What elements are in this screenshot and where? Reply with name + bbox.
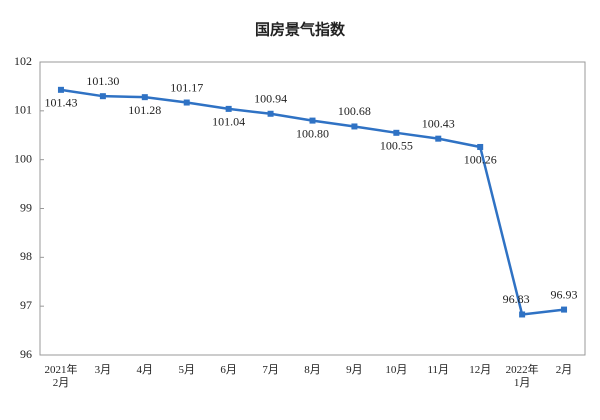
y-tick-label: 101 (14, 103, 32, 117)
marker (519, 311, 526, 318)
value-label: 100.94 (254, 92, 287, 106)
x-tick-label: 8月 (304, 364, 321, 376)
y-tick-label: 98 (20, 249, 32, 263)
y-tick-label: 102 (14, 54, 32, 68)
value-label: 101.28 (128, 103, 161, 117)
x-tick-label: 4月 (136, 364, 154, 376)
x-tick-label: 6月 (220, 364, 237, 376)
y-tick-label: 96 (20, 347, 32, 361)
marker (267, 110, 274, 117)
x-tick-label: 2022年 1月 (505, 364, 539, 389)
marker (561, 306, 568, 313)
x-tick-label: 10月 (385, 364, 408, 376)
x-tick-label: 7月 (262, 364, 279, 376)
value-label: 101.04 (212, 115, 245, 129)
marker (183, 99, 190, 106)
x-tick-label: 2月 (555, 364, 573, 376)
x-tick-label: 12月 (469, 364, 492, 376)
marker (435, 135, 442, 142)
marker (225, 105, 232, 112)
value-label: 101.17 (170, 80, 203, 94)
y-tick-label: 100 (14, 151, 32, 165)
marker (99, 93, 106, 100)
marker (393, 129, 400, 136)
value-label: 100.43 (422, 116, 455, 130)
marker (477, 143, 484, 150)
x-tick-label: 5月 (178, 364, 195, 376)
value-label: 100.26 (464, 153, 497, 167)
chart-title: 国房景气指数 (255, 21, 346, 39)
x-tick-label: 3月 (94, 364, 112, 376)
value-label: 100.55 (380, 139, 413, 153)
y-tick-label: 99 (20, 200, 32, 214)
y-tick-label: 97 (20, 298, 32, 312)
marker (141, 94, 148, 101)
value-label: 96.93 (551, 287, 578, 301)
value-label: 101.43 (44, 96, 77, 110)
marker (309, 117, 316, 124)
value-label: 101.30 (86, 74, 119, 88)
marker (351, 123, 358, 130)
x-tick-label: 9月 (346, 364, 363, 376)
value-label: 100.80 (296, 126, 329, 140)
x-tick-label: 2021年 2月 (44, 364, 78, 389)
plot-frame (39, 61, 586, 356)
x-tick-label: 11月 (427, 364, 450, 376)
value-label: 100.68 (338, 104, 371, 118)
marker (57, 86, 64, 93)
value-label: 96.83 (503, 292, 530, 306)
